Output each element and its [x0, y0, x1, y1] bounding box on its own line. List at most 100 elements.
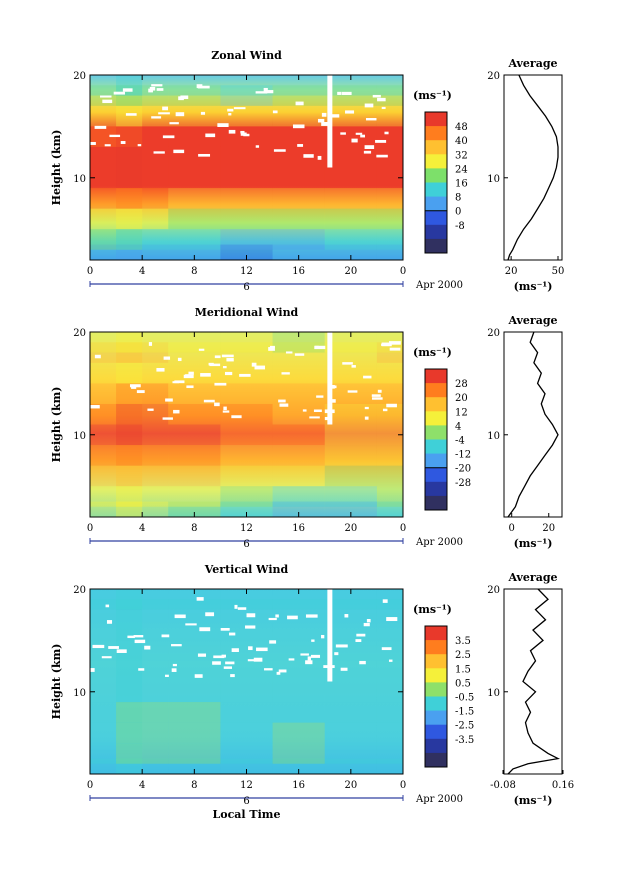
- panel-title: Meridional Wind: [195, 306, 299, 319]
- data-gap: [227, 108, 234, 112]
- heatmap-cell: [116, 758, 169, 774]
- heatmap-cell: [324, 342, 377, 363]
- data-gap: [305, 614, 318, 618]
- heatmap-cell: [116, 445, 169, 466]
- heatmap-cell: [168, 722, 221, 744]
- heatmap-cell: [116, 403, 169, 425]
- data-gap: [275, 614, 279, 618]
- data-gap: [366, 618, 371, 623]
- heatmap-cell: [168, 75, 221, 96]
- data-gap: [109, 134, 121, 138]
- colorbar-swatch: [425, 168, 447, 183]
- heatmap-cell: [220, 465, 273, 487]
- data-gap: [382, 599, 388, 603]
- data-gap: [335, 644, 348, 648]
- data-gap: [382, 408, 388, 412]
- data-gap: [381, 647, 392, 651]
- data-gap: [165, 674, 169, 677]
- heatmap-cell: [220, 743, 273, 764]
- colorbar-label: 16: [455, 179, 468, 190]
- heatmap-cell: [168, 589, 221, 610]
- data-gap: [212, 661, 221, 665]
- heatmap-cell: [168, 640, 221, 661]
- month-year-label: Apr 2000: [415, 537, 463, 548]
- heatmap-cell: [168, 660, 221, 682]
- data-gap: [303, 154, 314, 158]
- heatmap-cell: [324, 383, 377, 404]
- average-frame: [503, 74, 563, 261]
- heatmap-cell: [376, 383, 403, 404]
- data-gap: [214, 382, 227, 386]
- heatmap-cell: [90, 660, 143, 682]
- colorbar-frame: [424, 625, 448, 768]
- data-gap: [316, 395, 324, 398]
- heatmap-cell: [116, 660, 169, 682]
- data-gap: [311, 639, 315, 642]
- data-gap: [364, 416, 369, 420]
- data-gap: [217, 123, 229, 127]
- heatmap-cell: [168, 229, 221, 250]
- colorbar-label: 0.5: [455, 678, 471, 689]
- heatmap-cell: [376, 681, 403, 703]
- average-y-tick-label: 20: [487, 71, 500, 82]
- heatmap-cell: [220, 75, 273, 96]
- panel-2: Meridional Wind 20 10 Height (km) 0 4 8 12 16 20 0…: [50, 306, 563, 550]
- average-y-tick-label: 10: [487, 174, 500, 185]
- data-gap: [198, 348, 205, 351]
- average-x-tick-label: 0: [509, 523, 515, 534]
- heatmap-cell: [324, 640, 377, 661]
- x-tick-label: 0: [87, 523, 93, 534]
- x-tick-label: 4: [139, 523, 145, 534]
- heatmap-cell: [324, 332, 377, 353]
- heatmap-cell: [168, 383, 221, 404]
- data-gap: [94, 125, 107, 129]
- colorbar-swatch: [425, 425, 447, 440]
- data-gap: [292, 124, 305, 129]
- heatmap-cell: [116, 589, 169, 610]
- heatmap-cell: [90, 722, 143, 744]
- average-x-tick-label: 0.16: [552, 780, 574, 791]
- data-gap: [90, 668, 95, 672]
- data-gap: [248, 646, 253, 651]
- heatmap-cell: [220, 501, 273, 517]
- heatmap-cell: [220, 342, 273, 363]
- data-gap: [161, 634, 170, 638]
- heatmap-cell: [376, 758, 403, 774]
- day-label: 6: [243, 282, 249, 293]
- heatmap-cell: [168, 85, 221, 106]
- colorbar-swatch: [425, 481, 447, 497]
- data-gap: [144, 645, 151, 650]
- panel-3: Vertical Wind 20 10 Height (km) 0 4 8 12 16 20 0 6 A…: [50, 563, 574, 821]
- data-gap: [225, 661, 235, 665]
- heatmap-cell: [376, 424, 403, 446]
- heatmap-cell: [272, 332, 325, 353]
- heatmap-cell: [272, 660, 325, 682]
- colorbar-swatch: [425, 411, 447, 426]
- data-gap: [376, 154, 388, 158]
- data-gap: [321, 634, 325, 639]
- colorbar-swatch: [425, 626, 447, 641]
- heatmap-cell: [168, 702, 221, 723]
- data-gap: [272, 110, 278, 114]
- average-x-axis-label: (ms⁻¹): [514, 537, 553, 550]
- data-gap: [120, 141, 126, 144]
- colorbar-swatch: [425, 752, 447, 768]
- average-panel: Average 20 10 -0.08 0.16 (ms⁻¹): [487, 571, 574, 807]
- heatmap-cell: [324, 105, 377, 127]
- data-gap: [341, 91, 352, 96]
- data-gap: [94, 354, 101, 359]
- data-gap: [345, 110, 355, 114]
- average-x-axis-label: (ms⁻¹): [514, 794, 553, 807]
- heatmap-cell: [376, 589, 403, 610]
- data-gap: [356, 633, 366, 637]
- heatmap-cell: [324, 501, 377, 517]
- data-gap: [285, 351, 293, 354]
- average-x-tick-label: 50: [552, 266, 565, 277]
- heatmap-cell: [272, 702, 325, 723]
- heatmap-cell: [116, 722, 169, 744]
- data-gap-strip: [327, 75, 333, 168]
- colorbar-label: 12: [455, 407, 468, 418]
- data-gap: [365, 118, 377, 121]
- data-gap: [321, 121, 331, 126]
- heatmap-cell: [220, 486, 273, 507]
